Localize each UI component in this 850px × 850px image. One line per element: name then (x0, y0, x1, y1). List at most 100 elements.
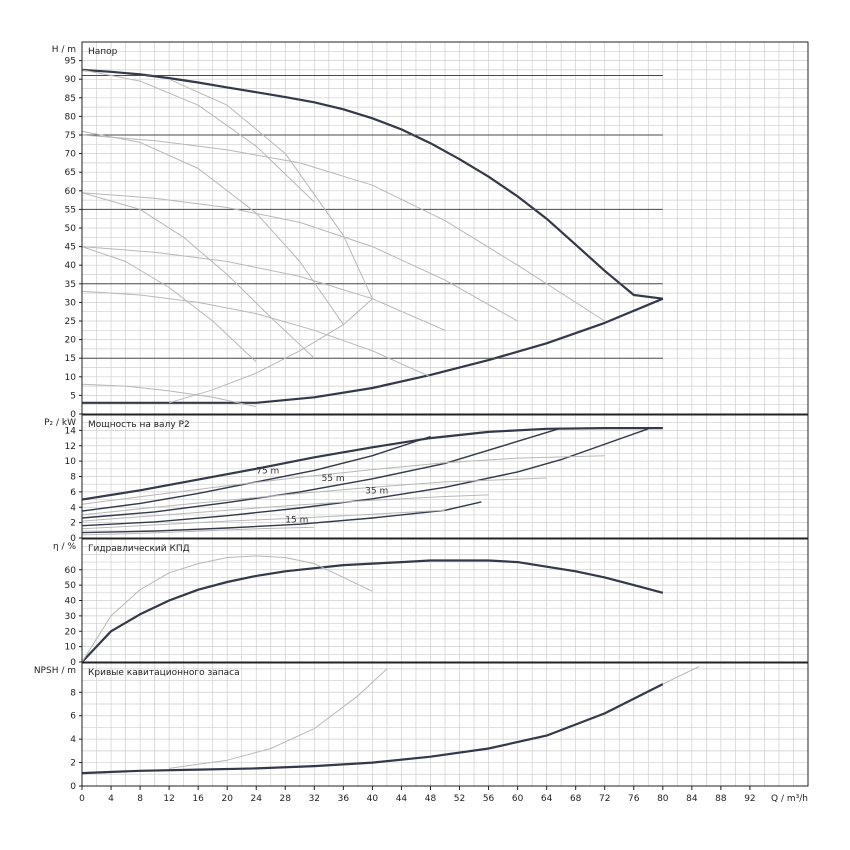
power-ytick-label: 4 (70, 503, 76, 513)
head-panel: 0 5 10 15 20 25 30 35 40 45 50 55 60 65 70 75 80 85 90 95 H … (52, 41, 809, 420)
head-ytick-label: 20 (65, 336, 77, 346)
power-ylabel: P₂ / kW (44, 418, 76, 428)
efficiency-yticks: 0 10 20 30 40 50 60 (65, 566, 82, 668)
x-tick-label: 84 (686, 794, 698, 804)
x-tick-label: 48 (425, 794, 437, 804)
head-ytick-label: 85 (65, 94, 76, 104)
head-ytick-label: 80 (65, 112, 77, 122)
x-tick-label: 64 (541, 794, 553, 804)
power-curve-label: 15 m (285, 516, 308, 526)
x-tick-label: 4 (108, 794, 114, 804)
head-ytick-label: 25 (65, 317, 76, 327)
x-tick-label: 24 (251, 794, 263, 804)
power-series-line-8 (81, 509, 446, 530)
head-ytick-label: 15 (65, 354, 76, 364)
head-ytick-label: 90 (65, 75, 77, 85)
power-ytick-label: 6 (70, 488, 76, 498)
power-ytick-label: 14 (65, 426, 77, 436)
x-tick-label: 56 (483, 794, 495, 804)
head-ytick-label: 5 (70, 391, 76, 401)
efficiency-ylabel: η / % (53, 542, 76, 552)
npsh-frame (81, 662, 809, 787)
npsh-panel: 0 2 4 6 8 NPSH / m Кривые кавитационного запас… (34, 662, 809, 792)
head-ytick-label: 10 (65, 373, 77, 383)
x-tick-label: 68 (570, 794, 582, 804)
x-tick-label: 44 (396, 794, 408, 804)
x-axis: 0 4 8 12 16 20 24 28 32 36 40 44 48 52 56 60 64 68 72 76 80 8… (79, 786, 808, 804)
x-tick-label: 12 (163, 794, 174, 804)
efficiency-hgrid (82, 546, 808, 655)
npsh-ytick-label: 8 (70, 688, 76, 698)
head-series-line-9 (81, 246, 446, 331)
efficiency-ytick-label: 50 (65, 581, 77, 591)
npsh-ytick-label: 0 (70, 782, 76, 792)
head-series-line-12 (81, 69, 315, 203)
power-series-line-7 (81, 494, 489, 522)
npsh-series (81, 666, 700, 775)
head-series-line-1 (82, 297, 664, 404)
power-series-line-6 (81, 477, 547, 516)
efficiency-ytick-label: 0 (70, 658, 76, 668)
x-tick-label: 88 (715, 794, 727, 804)
efficiency-ytick-label: 10 (65, 643, 77, 653)
head-ytick-label: 35 (65, 280, 76, 290)
power-series-line-5 (81, 455, 605, 505)
power-ytick-label: 8 (70, 473, 76, 483)
x-tick-label: 16 (192, 794, 204, 804)
head-ytick-label: 30 (65, 298, 77, 308)
power-curve-label: 55 m (322, 474, 345, 484)
power-curve-label: 75 m (256, 466, 279, 476)
x-tick-label: 28 (280, 794, 292, 804)
head-ytick-label: 60 (65, 187, 77, 197)
head-series-line-0 (81, 68, 663, 300)
x-tick-label: 92 (744, 794, 755, 804)
npsh-title: Кривые кавитационного запаса (88, 668, 240, 678)
head-series-line-11 (81, 383, 257, 408)
head-series-line-13 (168, 78, 373, 299)
head-series-line-14 (81, 130, 344, 325)
efficiency-series-line-1 (81, 555, 373, 663)
npsh-yticks: 0 2 4 6 8 (70, 688, 82, 792)
head-ylabel: H / m (52, 45, 76, 55)
npsh-ytick-label: 4 (70, 735, 76, 745)
head-series-line-7 (81, 134, 605, 322)
power-series-line-3 (81, 428, 649, 527)
efficiency-title: Гидравлический КПД (88, 544, 190, 554)
x-tick-label: 32 (309, 794, 320, 804)
x-axis-label: Q / m³/h (771, 794, 808, 804)
npsh-ylabel: NPSH / m (34, 666, 76, 676)
head-ytick-label: 70 (65, 150, 77, 160)
x-tick-label: 72 (599, 794, 610, 804)
power-yticks: 0 2 4 6 8 10 12 14 (65, 426, 82, 544)
power-title: Мощность на валу P2 (88, 420, 190, 430)
npsh-vgrid (96, 663, 794, 786)
head-ytick-label: 45 (65, 243, 76, 253)
power-series-line-2 (81, 427, 562, 519)
efficiency-ytick-label: 20 (65, 627, 77, 637)
head-ytick-label: 65 (65, 168, 76, 178)
npsh-series-line-0 (81, 683, 664, 775)
x-tick-label: 40 (367, 794, 379, 804)
power-curve-label: 35 m (365, 486, 388, 496)
head-series-line-16 (81, 246, 257, 363)
head-ytick-label: 75 (65, 131, 76, 141)
head-series-line-10 (81, 290, 431, 378)
power-series-line-0 (81, 427, 663, 501)
head-title: Напор (88, 47, 118, 57)
head-ytick-label: 50 (65, 224, 77, 234)
power-series-line-9 (81, 526, 315, 536)
power-series (81, 427, 663, 536)
x-tick-label: 52 (454, 794, 465, 804)
x-tick-label: 76 (628, 794, 640, 804)
npsh-ytick-label: 2 (70, 759, 76, 769)
x-tick-label: 0 (79, 794, 85, 804)
efficiency-ytick-label: 60 (65, 566, 77, 576)
head-ytick-label: 40 (65, 261, 77, 271)
efficiency-ytick-label: 40 (65, 597, 77, 607)
power-ytick-label: 2 (70, 519, 76, 529)
head-series-line-17 (168, 298, 373, 404)
efficiency-ytick-label: 30 (65, 612, 77, 622)
head-series-line-8 (81, 192, 518, 322)
